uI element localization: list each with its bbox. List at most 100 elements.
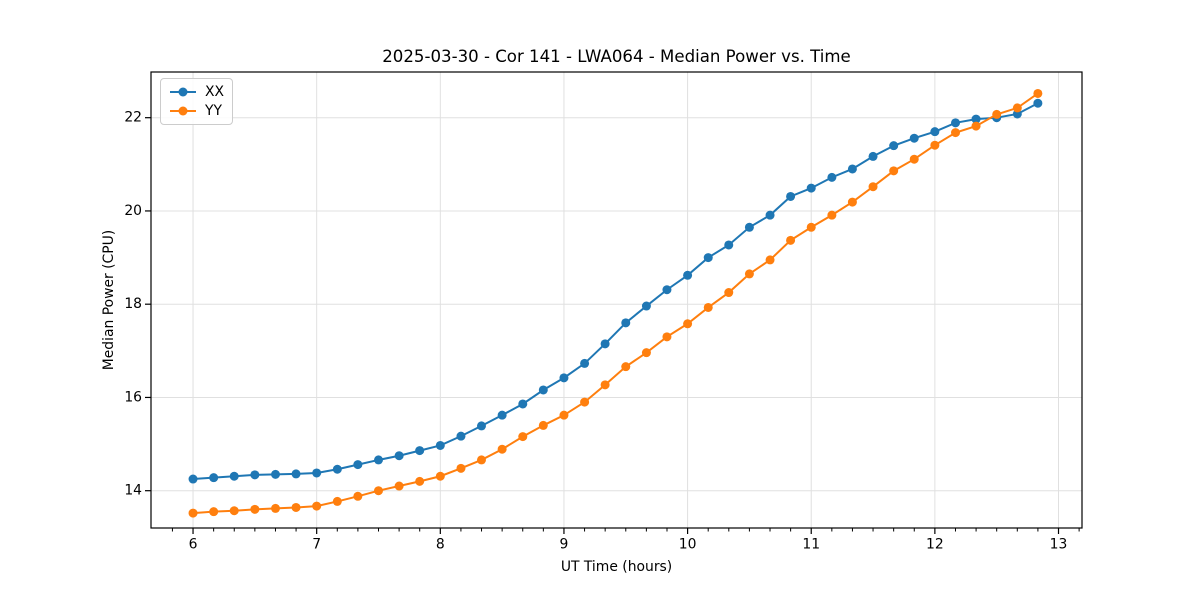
y-axis-label: Median Power (CPU) [101, 229, 117, 371]
data-point-xx [889, 141, 899, 151]
data-point-xx [250, 470, 260, 480]
x-tick-label: 8 [436, 537, 445, 553]
data-point-xx [827, 172, 837, 182]
y-tick-label: 18 [124, 296, 142, 312]
data-point-yy [229, 506, 239, 516]
legend-item-yy: YY [168, 102, 224, 120]
data-point-yy [847, 197, 857, 207]
data-point-yy [518, 432, 528, 442]
data-point-yy [744, 269, 754, 279]
data-point-xx [497, 410, 507, 420]
data-point-xx [353, 460, 363, 470]
data-point-xx [209, 473, 219, 483]
data-point-yy [703, 302, 713, 312]
data-point-yy [435, 471, 445, 481]
data-point-yy [806, 222, 816, 232]
data-point-xx [559, 373, 569, 383]
data-point-yy [971, 121, 981, 131]
data-point-xx [456, 431, 466, 441]
data-point-xx [765, 210, 775, 220]
data-point-yy [353, 491, 363, 501]
data-point-yy [1033, 88, 1043, 98]
data-point-xx [641, 301, 651, 311]
x-tick-label: 11 [802, 537, 820, 553]
legend-label-yy: YY [205, 103, 222, 119]
x-axis-label: UT Time (hours) [560, 559, 673, 575]
x-tick-label: 12 [926, 537, 944, 553]
series-xx [188, 98, 1043, 484]
axis-ticks [145, 117, 1080, 534]
data-point-yy [538, 420, 548, 430]
data-point-xx [518, 399, 528, 409]
data-point-xx [951, 118, 961, 128]
data-point-xx [291, 469, 301, 479]
data-point-xx [683, 270, 693, 280]
data-point-xx [703, 253, 713, 263]
data-point-xx [724, 240, 734, 250]
data-point-yy [683, 319, 693, 329]
data-point-xx [580, 358, 590, 368]
y-tick-label: 22 [124, 110, 142, 126]
data-point-xx [1033, 98, 1043, 108]
data-point-yy [497, 444, 507, 454]
data-point-yy [1012, 103, 1022, 113]
data-point-yy [951, 128, 961, 138]
x-tick-label: 7 [312, 537, 321, 553]
data-point-xx [930, 127, 940, 137]
data-point-xx [868, 151, 878, 161]
data-point-yy [415, 476, 425, 486]
plot-border [150, 71, 1083, 529]
x-tick-label: 9 [560, 537, 569, 553]
data-point-yy [456, 463, 466, 473]
data-point-yy [600, 380, 610, 390]
data-point-yy [394, 481, 404, 491]
data-point-xx [229, 471, 239, 481]
chart-title: 2025-03-30 - Cor 141 - LWA064 - Median P… [382, 47, 851, 66]
legend-marker-yy-icon [170, 106, 196, 116]
x-tick-label: 6 [189, 537, 198, 553]
gridlines [151, 72, 1082, 528]
data-point-yy [724, 288, 734, 298]
data-point-yy [291, 502, 301, 512]
data-point-xx [476, 421, 486, 431]
data-point-yy [332, 496, 342, 506]
data-point-yy [641, 348, 651, 358]
x-tick-label: 10 [679, 537, 697, 553]
data-point-xx [188, 474, 198, 484]
data-point-xx [312, 468, 322, 478]
data-point-xx [744, 222, 754, 232]
data-point-xx [971, 114, 981, 124]
data-point-yy [373, 486, 383, 496]
data-point-yy [580, 397, 590, 407]
data-point-xx [538, 385, 548, 395]
x-tick-label: 13 [1050, 537, 1068, 553]
series-yy [188, 88, 1043, 518]
tick-labels: 6 7 8 9 10 11 12 13 14 16 18 20 22 [124, 110, 1067, 553]
data-point-yy [992, 109, 1002, 119]
data-point-xx [373, 455, 383, 465]
y-tick-label: 20 [124, 203, 142, 219]
data-point-yy [662, 332, 672, 342]
data-point-xx [415, 446, 425, 456]
data-point-xx [847, 164, 857, 174]
y-tick-label: 16 [124, 389, 142, 405]
data-point-xx [806, 183, 816, 193]
legend-item-xx: XX [168, 83, 224, 101]
data-point-xx [435, 440, 445, 450]
legend-label-xx: XX [205, 84, 225, 100]
data-point-xx [332, 464, 342, 474]
data-point-yy [559, 410, 569, 420]
data-point-yy [312, 501, 322, 511]
y-tick-label: 14 [124, 483, 142, 499]
data-point-xx [621, 318, 631, 328]
data-point-yy [209, 507, 219, 517]
data-point-xx [786, 191, 796, 201]
data-point-yy [930, 140, 940, 150]
data-point-xx [271, 469, 281, 479]
data-point-yy [621, 362, 631, 372]
data-point-yy [827, 210, 837, 220]
data-point-xx [394, 451, 404, 461]
legend: XX YY [160, 78, 234, 125]
